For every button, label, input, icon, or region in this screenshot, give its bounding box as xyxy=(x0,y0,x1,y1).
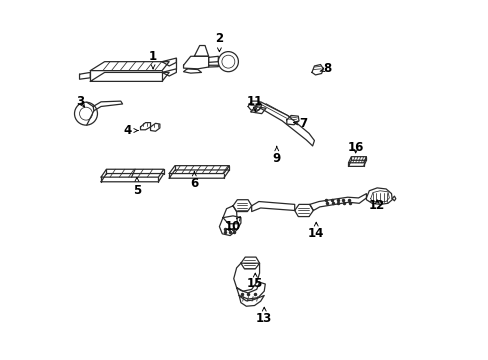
Polygon shape xyxy=(247,101,261,110)
Polygon shape xyxy=(286,116,298,125)
Polygon shape xyxy=(183,56,208,69)
Text: 13: 13 xyxy=(256,307,272,325)
Polygon shape xyxy=(311,64,323,75)
Text: 14: 14 xyxy=(307,222,324,239)
Text: 6: 6 xyxy=(190,171,198,190)
Text: 9: 9 xyxy=(272,147,280,165)
Text: 8: 8 xyxy=(320,62,330,75)
Text: 11: 11 xyxy=(246,95,263,111)
Text: 1: 1 xyxy=(149,50,157,69)
Polygon shape xyxy=(150,123,160,131)
Text: 16: 16 xyxy=(347,141,363,154)
Text: 7: 7 xyxy=(293,117,307,130)
Polygon shape xyxy=(140,123,150,130)
Text: 5: 5 xyxy=(133,177,141,197)
Text: 12: 12 xyxy=(368,199,385,212)
Text: 15: 15 xyxy=(246,273,263,291)
Text: 4: 4 xyxy=(123,124,138,137)
Text: 2: 2 xyxy=(215,32,223,52)
Text: 10: 10 xyxy=(224,217,241,233)
Text: 3: 3 xyxy=(76,95,84,108)
